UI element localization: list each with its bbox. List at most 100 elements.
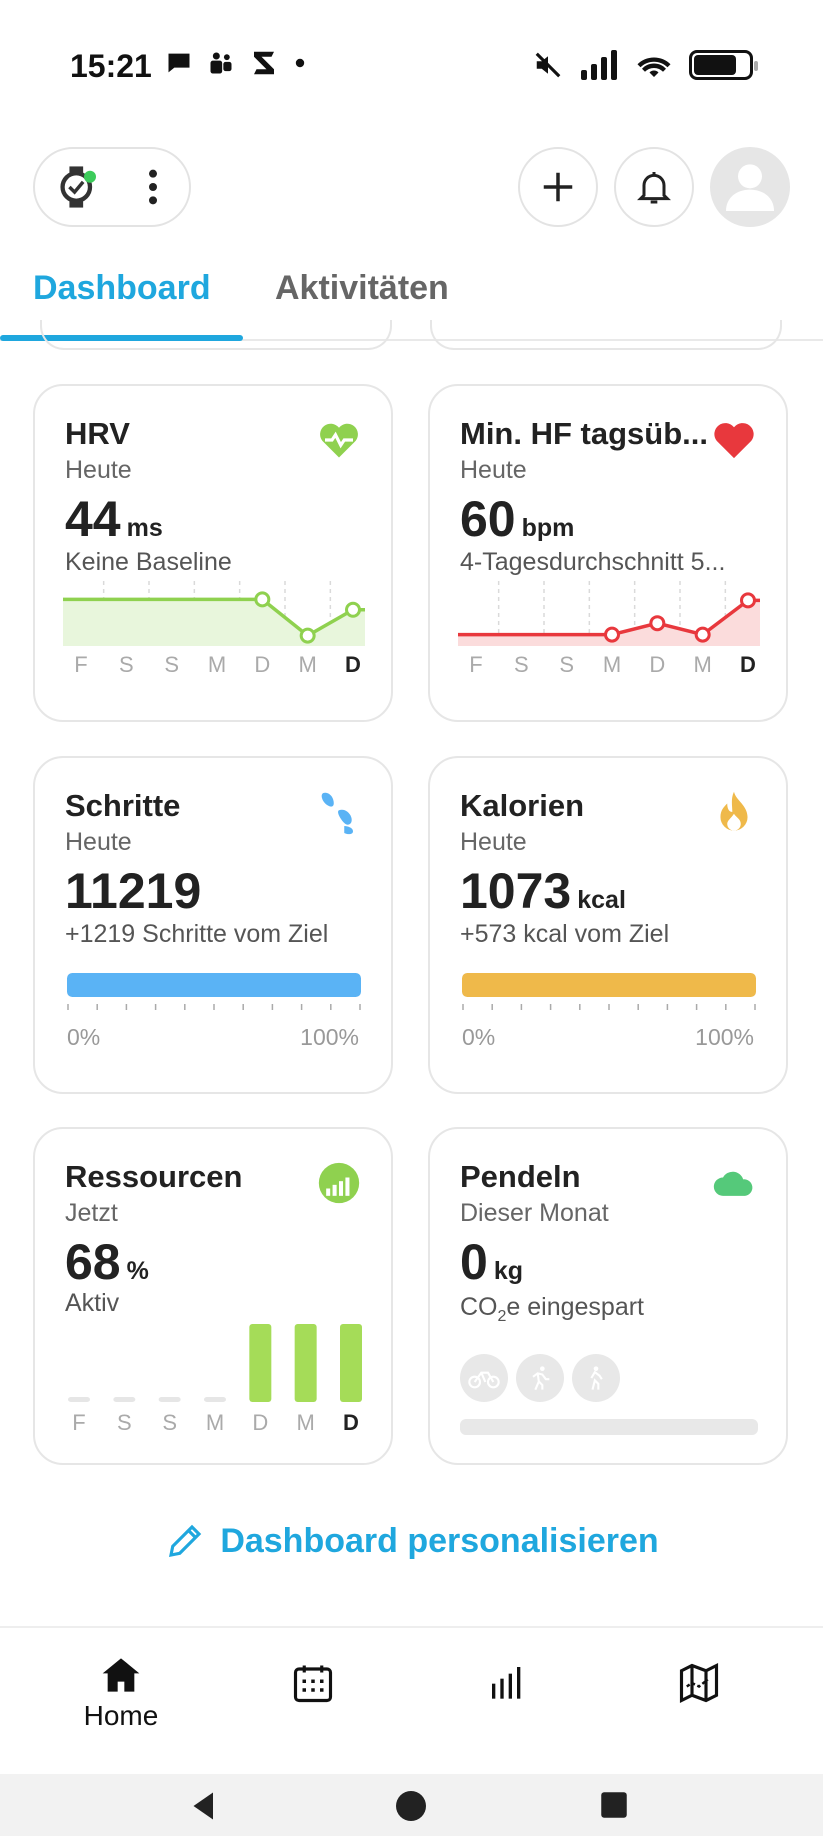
card-value: 11219 <box>65 862 201 920</box>
add-button[interactable] <box>518 147 598 227</box>
day-label: F <box>72 1410 85 1435</box>
card-title: HRV <box>65 416 130 451</box>
card-description: +573 kcal vom Ziel <box>460 920 670 948</box>
steps-progress-bar <box>67 973 361 997</box>
plus-icon <box>543 172 573 202</box>
commute-mode-icons <box>460 1354 620 1402</box>
data-point <box>299 627 316 644</box>
device-selector[interactable] <box>33 147 191 227</box>
tab-activities[interactable]: Aktivitäten <box>275 269 449 307</box>
tab-bar: Dashboard Aktivitäten <box>0 255 823 341</box>
progress-min-label: 0% <box>67 1024 101 1050</box>
cloud-icon <box>712 1161 756 1205</box>
value-number: 60 <box>460 491 516 547</box>
co2-prefix: CO <box>460 1293 498 1321</box>
card-value: 0 kg <box>460 1233 523 1291</box>
active-tab-indicator <box>0 335 243 341</box>
calories-card[interactable]: Kalorien Heute 1073 kcal +573 kcal vom Zi… <box>428 756 788 1094</box>
card-title: Pendeln <box>460 1159 581 1194</box>
day-label: M <box>603 652 621 677</box>
stats-bars-icon <box>492 1667 521 1699</box>
card-title: Min. HF tagsüb... <box>460 416 708 451</box>
flame-icon <box>712 790 756 834</box>
nav-calendar[interactable] <box>258 1662 368 1704</box>
card-subtitle: Dieser Monat <box>460 1199 609 1227</box>
min-hr-card[interactable]: Min. HF tagsüb... Heute 60 bpm 4-Tagesdur… <box>428 384 788 722</box>
data-point <box>649 615 666 632</box>
map-icon <box>679 1662 719 1704</box>
pencil-icon <box>169 1524 202 1558</box>
resource-bar <box>204 1397 226 1402</box>
run-icon <box>516 1354 564 1402</box>
value-number: 44 <box>65 491 121 547</box>
day-label: D <box>252 1410 268 1435</box>
card-title: Kalorien <box>460 788 585 823</box>
day-label: S <box>164 652 179 677</box>
day-label: F <box>469 652 482 677</box>
card-description: 4-Tagesdurchschnitt 5... <box>460 548 726 576</box>
chat-icon <box>168 53 190 73</box>
progress-max-label: 100% <box>695 1024 754 1050</box>
mute-icon <box>535 52 561 78</box>
day-label: S <box>559 652 574 677</box>
footsteps-icon <box>317 790 361 835</box>
bottom-navigation: Home <box>0 1626 823 1774</box>
resource-bar <box>113 1397 136 1402</box>
hrv-card[interactable]: HRV Heute 44 ms Keine Baseline F S S M D M D <box>33 384 393 722</box>
bell-icon <box>637 172 671 204</box>
nav-home[interactable]: Home <box>66 1656 176 1732</box>
co2-suffix: e eingespart <box>506 1293 645 1321</box>
card-subtitle: Heute <box>460 456 527 484</box>
data-point <box>740 592 756 609</box>
card-description: +1219 Schritte vom Ziel <box>65 920 329 948</box>
more-vertical-icon[interactable] <box>143 167 163 207</box>
back-icon[interactable] <box>186 1788 222 1824</box>
steps-card[interactable]: Schritte Heute 11219 +1219 Schritte vom … <box>33 756 393 1094</box>
day-label: S <box>117 1410 132 1435</box>
resource-bar <box>68 1397 90 1402</box>
resources-gauge-icon <box>317 1161 361 1205</box>
card-subtitle: Heute <box>65 828 132 856</box>
card-value: 1073 kcal <box>460 862 626 920</box>
card-description: Keine Baseline <box>65 548 232 576</box>
walk-icon <box>572 1354 620 1402</box>
personalize-label: Dashboard personalisieren <box>220 1521 659 1560</box>
recents-icon[interactable] <box>597 1788 631 1822</box>
signal-icon <box>581 50 617 80</box>
nav-map[interactable] <box>644 1662 754 1704</box>
resource-bar <box>158 1397 181 1402</box>
day-label: M <box>208 652 226 677</box>
home-circle-icon[interactable] <box>393 1788 429 1824</box>
value-unit: % <box>126 1257 149 1285</box>
commute-card[interactable]: Pendeln Dieser Monat 0 kg CO2e eingespart <box>428 1127 788 1465</box>
data-point <box>604 626 620 643</box>
tab-dashboard[interactable]: Dashboard <box>33 269 211 307</box>
personalize-dashboard-link[interactable]: Dashboard personalisieren <box>0 1520 823 1562</box>
card-title: Schritte <box>65 788 181 823</box>
avatar[interactable] <box>710 147 790 227</box>
data-point <box>254 591 271 608</box>
card-description: CO2e eingespart <box>460 1293 644 1326</box>
commute-progress-bar <box>460 1419 758 1435</box>
data-point <box>345 601 361 618</box>
nav-statistics[interactable] <box>452 1662 562 1702</box>
nav-home-label: Home <box>83 1700 159 1731</box>
notifications-button[interactable] <box>614 147 694 227</box>
value-number: 0 <box>460 1234 488 1290</box>
day-label: D <box>254 652 270 677</box>
value-unit: ms <box>126 514 163 542</box>
day-label: S <box>162 1410 177 1435</box>
home-icon <box>102 1658 140 1692</box>
resources-card[interactable]: Ressourcen Jetzt 68% Aktiv F S S M D M D <box>33 1127 393 1465</box>
series-line <box>63 597 365 638</box>
day-label: M <box>694 652 712 677</box>
progress-ticks <box>67 1004 361 1010</box>
battery-icon <box>689 50 758 80</box>
notification-icons <box>165 48 307 78</box>
day-label: S <box>119 652 134 677</box>
day-label: D <box>649 652 665 677</box>
calories-progress-fill <box>462 973 756 997</box>
value-unit: kg <box>493 1257 523 1285</box>
